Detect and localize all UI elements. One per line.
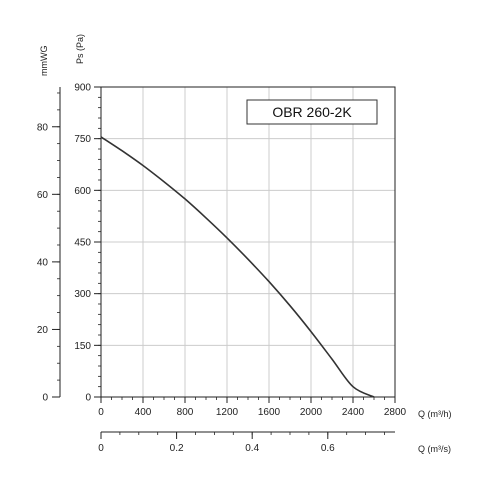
model-label-box: OBR 260-2K [246, 99, 378, 125]
series-line [100, 136, 375, 398]
y-tick-label: 750 [74, 134, 91, 145]
x2-tick-label: 0.6 [321, 443, 335, 454]
grid [100, 86, 396, 398]
x-tick-label: 800 [177, 407, 194, 418]
x2-axis-title: Q (m³/s) [418, 444, 451, 454]
y-tick-label: 900 [74, 83, 91, 94]
x-tick-label: 2400 [342, 407, 365, 418]
y2-tick-label: 40 [37, 257, 49, 268]
y-tick-label: 600 [74, 186, 91, 197]
y2-tick-label: 20 [37, 325, 49, 336]
x-tick-label: 2000 [300, 407, 323, 418]
series [100, 136, 375, 398]
y2-axis-title: mmWG [39, 46, 49, 77]
y2-tick-label: 0 [42, 393, 48, 404]
y2-tick-label: 80 [37, 122, 49, 133]
x2-tick-label: 0 [98, 443, 104, 454]
y-tick-label: 0 [85, 393, 91, 404]
y2-tick-label: 60 [37, 190, 49, 201]
x-tick-label: 2800 [384, 407, 407, 418]
x-tick-label: 0 [98, 407, 104, 418]
x-axis-title: Q (m³/h) [418, 409, 452, 419]
y-tick-label: 450 [74, 238, 91, 249]
x-tick-label: 1600 [258, 407, 281, 418]
model-label: OBR 260-2K [272, 104, 352, 120]
x2-tick-label: 0.4 [245, 443, 259, 454]
x-tick-label: 400 [135, 407, 152, 418]
y-tick-label: 300 [74, 289, 91, 300]
y-axis-title: Ps (Pa) [75, 34, 85, 64]
x2-tick-label: 0.2 [170, 443, 184, 454]
y-tick-label: 150 [74, 341, 91, 352]
x-tick-label: 1200 [216, 407, 239, 418]
